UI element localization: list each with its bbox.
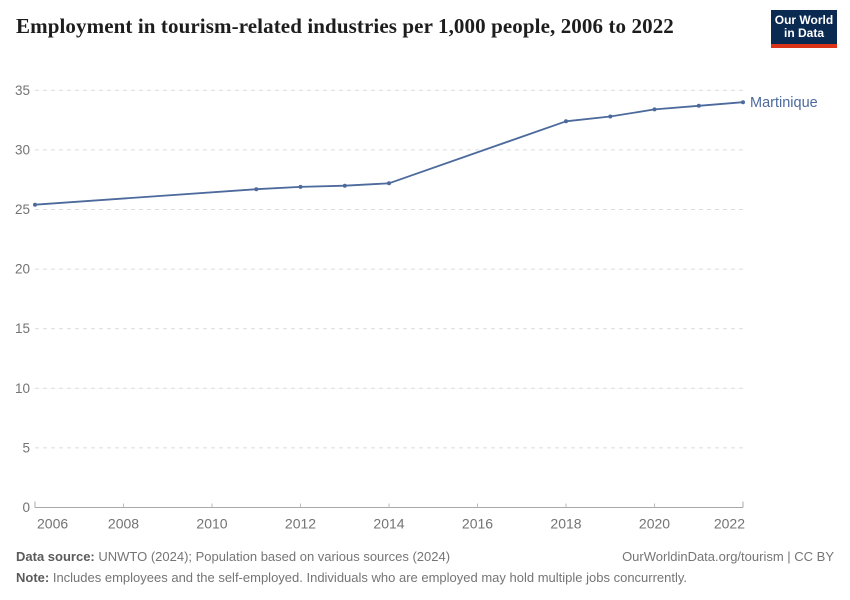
y-tick-label-20: 20 [15,262,30,277]
series-line-martinique[interactable] [34,101,744,206]
y-tick-label-10: 10 [15,381,30,396]
chart-header: Employment in tourism-related industries… [0,0,850,78]
x-tick-label-2022: 2022 [714,516,745,532]
data-source-label: Data source: [16,549,95,564]
data-point-2018 [564,119,568,124]
owid-logo-line1: Our World [774,13,834,27]
data-point-2012 [298,184,303,189]
chart-footer: Data source: UNWTO (2024); Population ba… [16,548,834,586]
data-point-2022 [741,100,745,105]
y-tick-label-25: 25 [15,202,30,217]
x-tick-label-2018: 2018 [550,516,581,532]
x-tick-label-2014: 2014 [373,516,404,532]
data-point-2014 [387,181,391,186]
owid-logo[interactable]: Our World in Data [771,10,837,48]
entity-label-martinique[interactable]: Martinique [750,95,818,111]
data-point-2019 [608,114,613,119]
line-chart: 0 5 10 15 20 25 30 35 2006 2008 2010 2012 2014 2016 20… [15,83,818,532]
data-point-2011 [254,187,259,192]
y-tick-label-35: 35 [15,83,30,98]
note-line: Note: Includes employees and the self-em… [16,569,834,586]
x-tick-label-2008: 2008 [108,516,139,532]
chart-title: Employment in tourism-related industries… [16,14,674,38]
owid-url-link[interactable]: OurWorldinData.org/tourism | CC BY [622,549,834,564]
x-tick-label-2006: 2006 [37,516,68,532]
owid-logo-line2: in Data [783,26,824,40]
x-tick-label-2012: 2012 [285,516,316,532]
data-point-2006 [33,202,37,207]
data-point-2021 [696,103,701,108]
x-tick-label-2020: 2020 [639,516,670,532]
data-point-2020 [652,107,657,112]
y-tick-label-5: 5 [22,440,30,455]
x-tick-label-2010: 2010 [196,516,227,532]
y-tick-label-0: 0 [22,500,30,515]
note-label: Note: [16,570,50,585]
note-text: Includes employees and the self-employed… [49,570,688,585]
x-tick-label-2016: 2016 [462,516,493,532]
data-source-line: Data source: UNWTO (2024); Population ba… [16,548,450,565]
data-source-text: UNWTO (2024); Population based on variou… [94,549,451,564]
y-tick-label-30: 30 [15,142,30,157]
data-point-2013 [342,183,347,188]
y-tick-label-15: 15 [15,321,30,336]
